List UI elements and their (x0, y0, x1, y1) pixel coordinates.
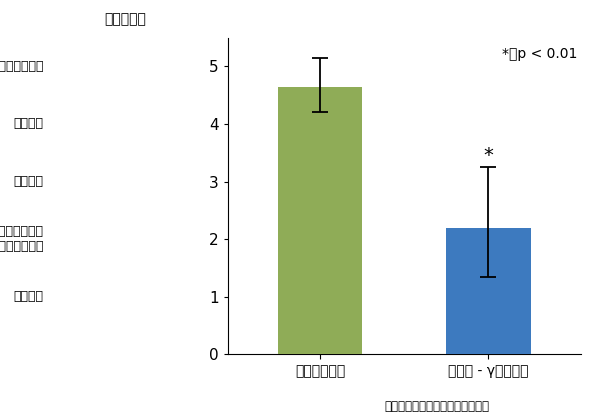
Text: 強い苦味: 強い苦味 (14, 118, 44, 131)
Text: 苦味スコア: 苦味スコア (104, 13, 146, 27)
Text: 弱い苦味があるが
気にはならない: 弱い苦味があるが 気にはならない (0, 225, 44, 253)
Text: *: * (483, 146, 494, 166)
Text: 苦味なし: 苦味なし (14, 290, 44, 303)
Bar (278, 86, 362, 354)
Text: 弱い苦味: 弱い苦味 (14, 175, 44, 188)
Text: 非常に強い苦味: 非常に強い苦味 (0, 60, 44, 73)
Text: （シクロケムバイオ社内データ）: （シクロケムバイオ社内データ） (385, 400, 490, 413)
Text: *：p < 0.01: *：p < 0.01 (502, 47, 577, 61)
Bar (446, 228, 531, 354)
